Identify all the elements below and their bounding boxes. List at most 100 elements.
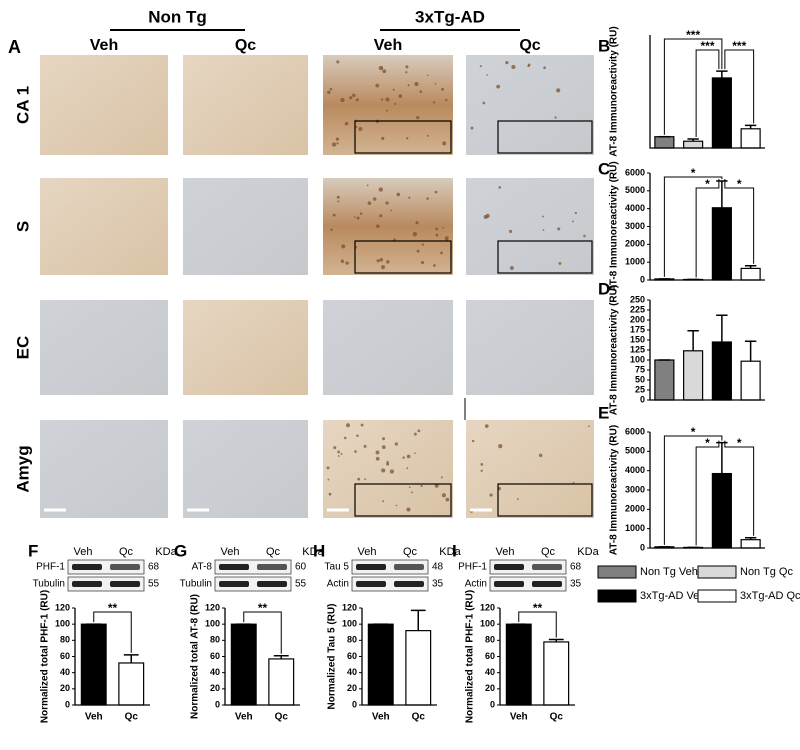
row-label: Amyg [13, 445, 32, 492]
stain-dot [382, 500, 385, 503]
bar [683, 350, 704, 401]
stain-dot [382, 437, 386, 441]
bar [80, 623, 107, 706]
stain-dot [396, 192, 401, 197]
blot-header: KDa [155, 546, 177, 558]
stain-dot [406, 137, 409, 140]
stain-dot [479, 65, 482, 68]
y-axis-label: Normalized total AT-8 (RU) [190, 594, 201, 719]
stain-dot [498, 186, 502, 189]
y-tick-label: 40 [60, 667, 70, 677]
stain-dot [406, 467, 409, 470]
blot-label: Tubulin [33, 579, 65, 590]
axis [499, 608, 575, 706]
error-bar [273, 654, 289, 659]
y-tick-label: 75 [635, 364, 645, 374]
legend-swatch [697, 589, 737, 603]
y-axis-label: Normalized total PHF-1 (RU) [40, 590, 51, 723]
stain-dot [516, 498, 519, 500]
bar [740, 360, 761, 401]
y-axis-label: AT-8 Immunoreactivity (RU) [609, 425, 620, 555]
stain-dot [382, 69, 387, 74]
column-header: Qc [519, 37, 540, 54]
y-tick-label: 2000 [625, 239, 645, 249]
blot-kda: 68 [148, 562, 160, 573]
y-tick-label: 80 [347, 635, 357, 645]
bar [654, 359, 675, 401]
stain-dot [405, 71, 408, 74]
legend-swatch [697, 565, 737, 579]
bar [711, 77, 732, 149]
legend-label: Non Tg Qc [740, 566, 793, 578]
stain-dot [327, 478, 330, 481]
x-tick-label: Qc [275, 712, 289, 723]
significance-label: ** [258, 601, 268, 615]
stain-dot [415, 221, 419, 225]
inset-box [497, 483, 593, 517]
blot-strip [351, 576, 429, 592]
y-tick-label: 3000 [625, 484, 645, 494]
significance-bracket [695, 440, 720, 546]
y-tick-label: 80 [210, 635, 220, 645]
y-tick-label: 120 [480, 602, 495, 612]
blot-strip [214, 559, 292, 575]
y-tick-label: 2000 [625, 504, 645, 514]
blot-header: Qc [541, 546, 556, 558]
y-tick-label: 150 [630, 334, 645, 344]
y-tick-label: 100 [630, 354, 645, 364]
stain-dot [355, 125, 358, 128]
blot-strip [214, 576, 292, 592]
stain-dot [426, 197, 429, 200]
stain-dot [363, 444, 367, 448]
stain-dot [340, 452, 343, 455]
significance-label: * [737, 436, 742, 450]
panel-letter: E [598, 403, 609, 422]
stain-dot [433, 264, 436, 267]
legend-label: 3xTg-AD Veh [640, 590, 705, 602]
blot-band [257, 581, 287, 587]
bar [367, 623, 394, 706]
stain-dot [402, 456, 405, 459]
stain-dot [353, 216, 356, 218]
stain-dot [542, 229, 545, 231]
stain-dot [346, 423, 351, 428]
group-header: 3xTg-AD [415, 7, 485, 26]
stain-dot [375, 450, 380, 455]
y-tick-label: 50 [635, 374, 645, 384]
x-tick-label: Veh [372, 712, 390, 723]
panel-letter: H [313, 541, 325, 560]
blot-band [110, 581, 140, 587]
x-tick-label: Veh [510, 712, 528, 723]
y-tick-label: 40 [485, 667, 495, 677]
error-bar [687, 138, 699, 142]
micrograph [40, 178, 168, 275]
panel-letter: A [8, 37, 21, 57]
y-tick-label: 0 [352, 699, 357, 709]
stain-dot [336, 142, 339, 145]
stain-dot [416, 249, 420, 253]
x-tick-label: Veh [85, 712, 103, 723]
x-tick-label: Qc [125, 712, 139, 723]
blot-label: Actin [465, 579, 487, 590]
stain-dot [329, 87, 333, 91]
stain-dot [386, 460, 389, 464]
stain-dot [376, 224, 380, 229]
significance-bracket [93, 611, 132, 653]
stain-dot [440, 476, 443, 479]
blot-kda: 35 [432, 579, 444, 590]
inset-box [354, 240, 452, 274]
significance-label: *** [686, 28, 700, 42]
blot-header: Qc [119, 546, 134, 558]
stain-dot [442, 226, 444, 229]
stain-dot [417, 429, 421, 433]
stain-dot [381, 468, 386, 473]
stain-dot [542, 215, 544, 218]
y-tick-label: 6000 [625, 426, 645, 436]
y-tick-label: 20 [210, 683, 220, 693]
stain-dot [406, 454, 411, 459]
error-bar [123, 654, 139, 663]
stain-dot [572, 481, 575, 484]
blot-header: KDa [577, 546, 599, 558]
y-tick-label: 4000 [625, 465, 645, 475]
